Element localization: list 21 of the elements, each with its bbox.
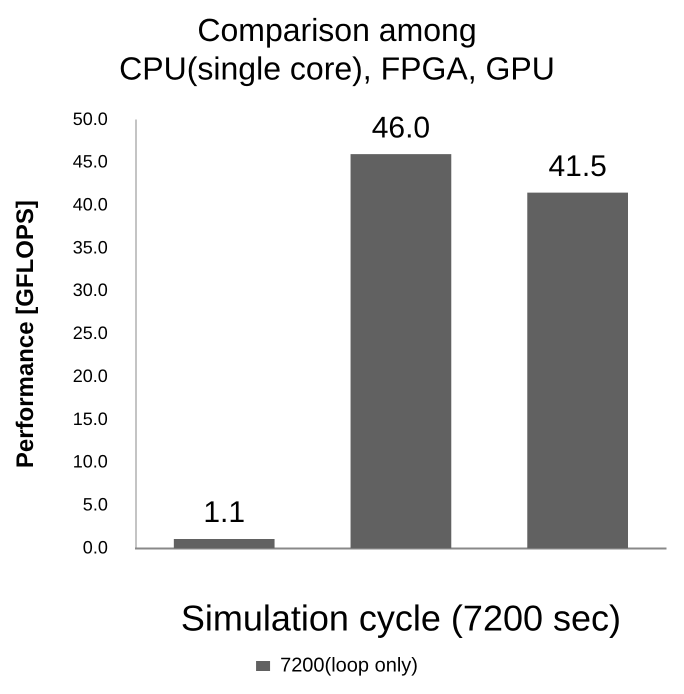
y-axis-title: Performance [GFLOPS] bbox=[12, 200, 40, 468]
y-tick-label: 5.0 bbox=[82, 494, 108, 515]
data-label: 1.1 bbox=[203, 496, 246, 530]
x-axis-title: Simulation cycle (7200 sec) bbox=[180, 597, 622, 638]
legend-label: 7200(loop only) bbox=[280, 654, 418, 677]
bar bbox=[350, 154, 452, 548]
y-tick-label: 50.0 bbox=[72, 108, 108, 129]
y-tick-label: 40.0 bbox=[72, 194, 108, 214]
y-tick-label: 0.0 bbox=[82, 537, 108, 558]
bar bbox=[527, 192, 628, 548]
bar bbox=[174, 538, 275, 548]
y-tick-label: 15.0 bbox=[72, 408, 108, 429]
y-tick-label: 45.0 bbox=[72, 152, 108, 172]
y-tick-label: 20.0 bbox=[72, 366, 108, 386]
chart-title: Comparison among CPU(single core), FPGA, GPU bbox=[119, 12, 555, 86]
data-label: 41.5 bbox=[548, 150, 607, 183]
y-tick-label: 10.0 bbox=[72, 452, 108, 472]
y-tick-label: 25.0 bbox=[72, 323, 108, 344]
y-tick-label: 35.0 bbox=[72, 237, 108, 258]
data-label: 46.0 bbox=[372, 111, 430, 144]
y-tick-label: 30.0 bbox=[72, 280, 108, 300]
